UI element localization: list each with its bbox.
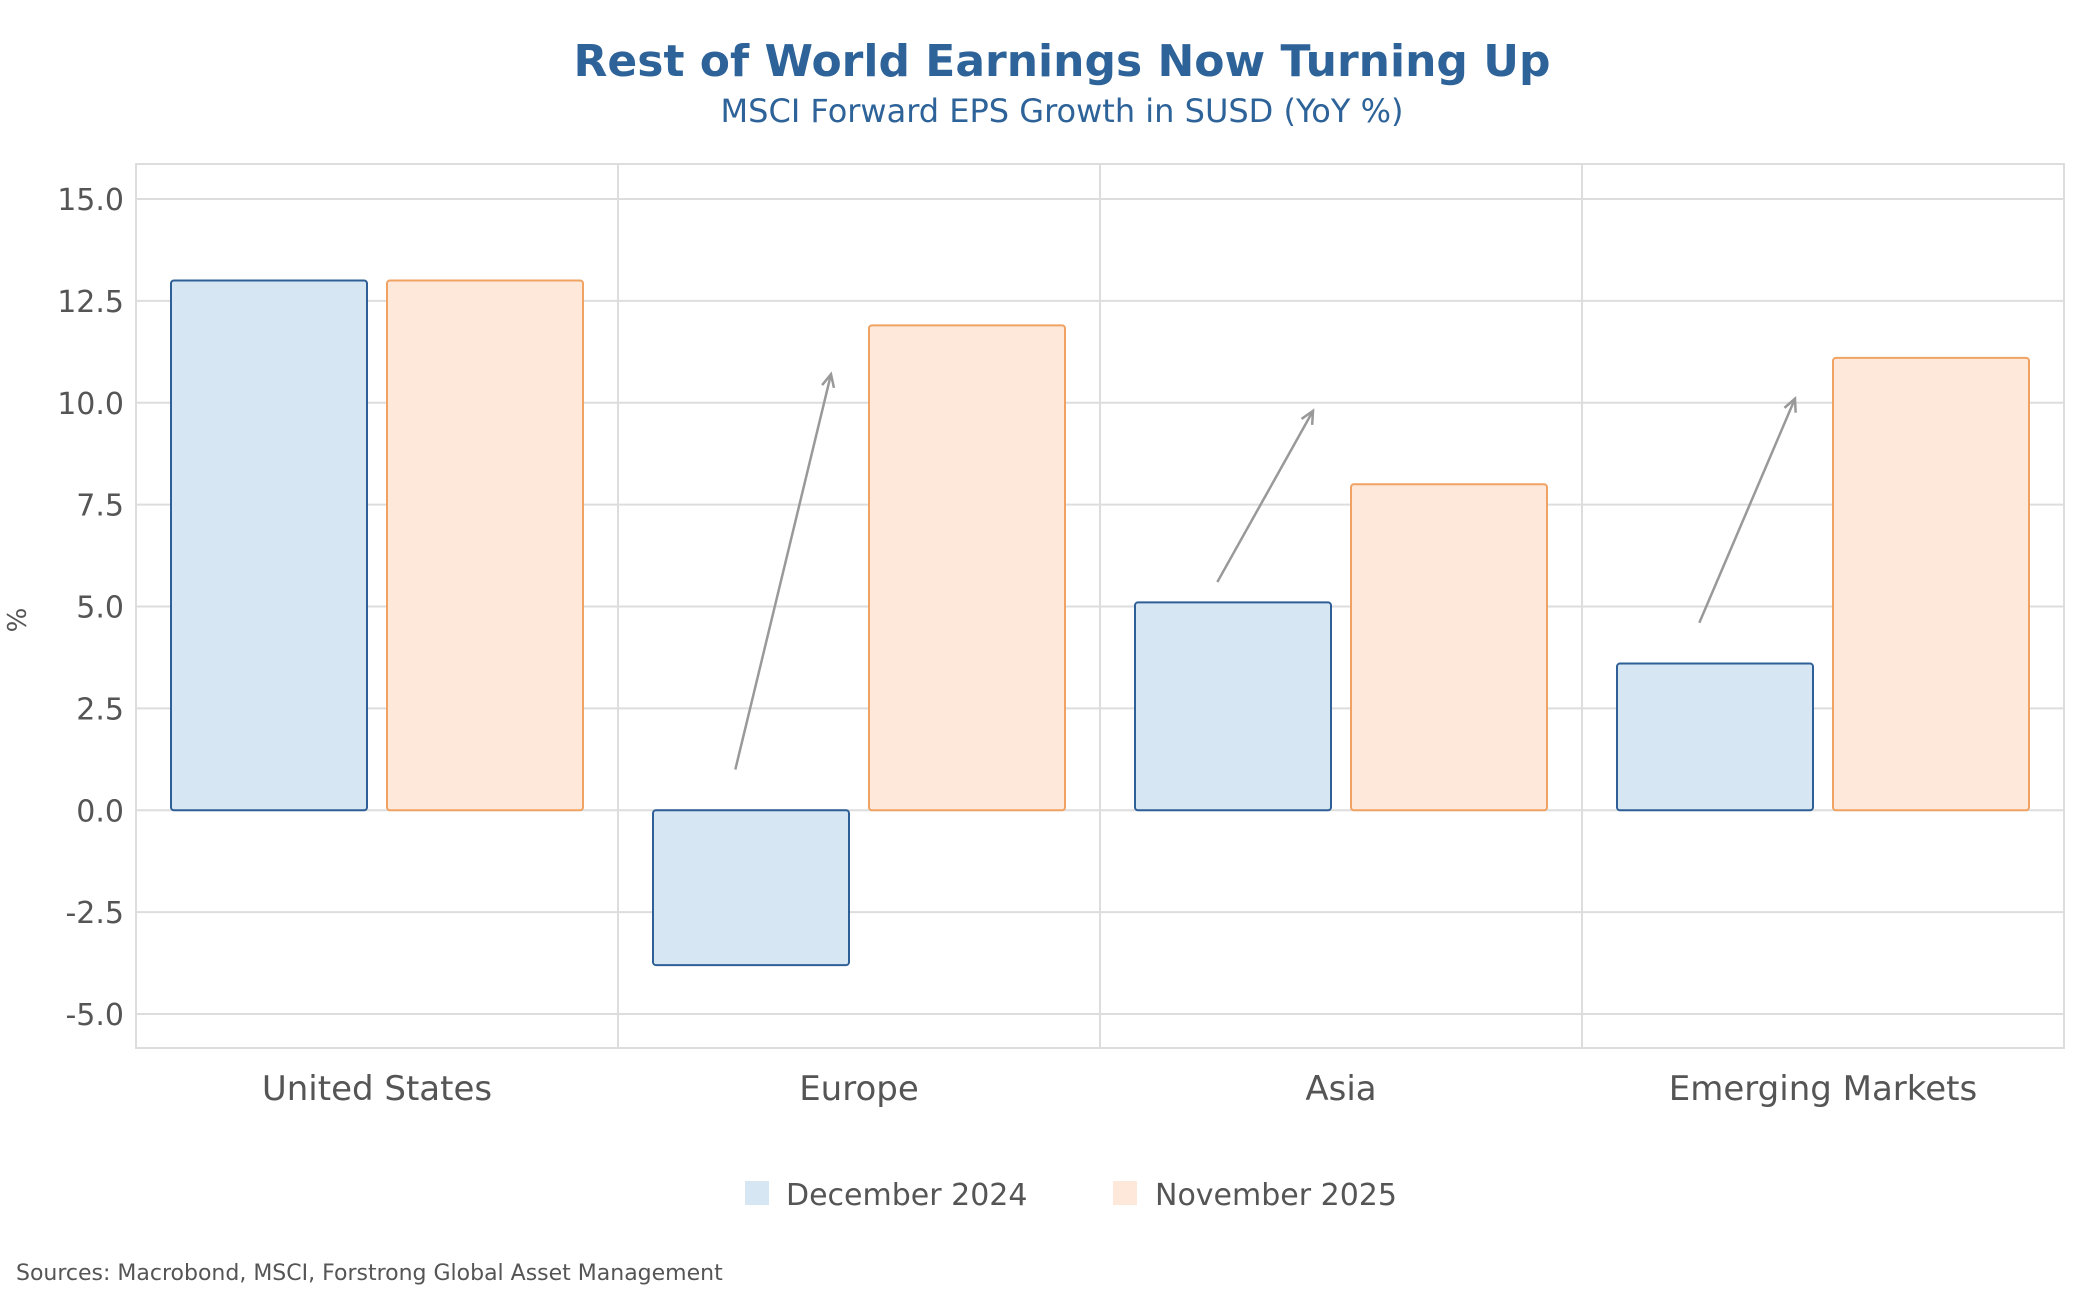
bar-asia-november-2025 (1350, 483, 1548, 812)
bar-emerging-markets-december-2024 (1616, 662, 1814, 812)
legend-swatch-december-2024 (745, 1181, 769, 1205)
y-tick-label: 15.0 (57, 183, 124, 218)
x-category-label-europe: Europe (799, 1069, 919, 1109)
source-note: Sources: Macrobond, MSCI, Forstrong Glob… (16, 1261, 723, 1286)
y-axis-label: % (3, 608, 33, 633)
bars (170, 279, 2030, 967)
trend-arrow-shaft (1698, 398, 1797, 624)
bar-europe-november-2025 (868, 324, 1066, 812)
x-category-label-united-states: United States (262, 1069, 492, 1109)
y-tick-label: 10.0 (57, 387, 124, 422)
legend: December 2024 November 2025 (745, 1178, 1397, 1213)
x-category-label-asia: Asia (1305, 1069, 1376, 1109)
trend-arrow-asia (1216, 408, 1315, 583)
x-axis-categories: United States Europe Asia Emerging Markets (262, 1069, 1977, 1109)
bar-europe-december-2024 (652, 809, 850, 967)
y-tick-label: 7.5 (76, 489, 124, 524)
bar-emerging-markets-november-2025 (1832, 356, 2030, 812)
trend-arrow-emerging-markets (1698, 396, 1797, 624)
y-tick-label: -2.5 (65, 896, 124, 931)
x-category-label-emerging-markets: Emerging Markets (1669, 1069, 1977, 1109)
y-tick-label: 12.5 (57, 285, 124, 320)
bar-united-states-december-2024 (170, 279, 368, 812)
trend-arrow-europe (734, 371, 836, 770)
y-tick-label: -5.0 (65, 998, 124, 1033)
trend-arrow-head (1783, 396, 1797, 413)
bar-united-states-november-2025 (386, 279, 584, 812)
y-tick-label: 5.0 (76, 591, 124, 626)
bar-asia-december-2024 (1134, 601, 1332, 812)
trend-arrow-shaft (734, 373, 833, 770)
legend-label-december-2024: December 2024 (786, 1178, 1027, 1213)
chart-title: Rest of World Earnings Now Turning Up (574, 36, 1551, 87)
y-tick-label: 2.5 (76, 692, 124, 727)
trend-arrow-head (821, 371, 836, 389)
trend-arrow-shaft (1216, 410, 1315, 583)
y-axis-ticks: 15.0 12.5 10.0 7.5 5.0 2.5 0.0 -2.5 -5.0 (57, 183, 124, 1033)
legend-label-november-2025: November 2025 (1155, 1178, 1397, 1213)
trend-arrow-head (1300, 408, 1315, 425)
trend-arrows (734, 371, 1797, 770)
y-tick-label: 0.0 (76, 794, 124, 829)
legend-swatch-november-2025 (1113, 1181, 1137, 1205)
chart-subtitle: MSCI Forward EPS Growth in SUSD (YoY %) (721, 92, 1404, 130)
